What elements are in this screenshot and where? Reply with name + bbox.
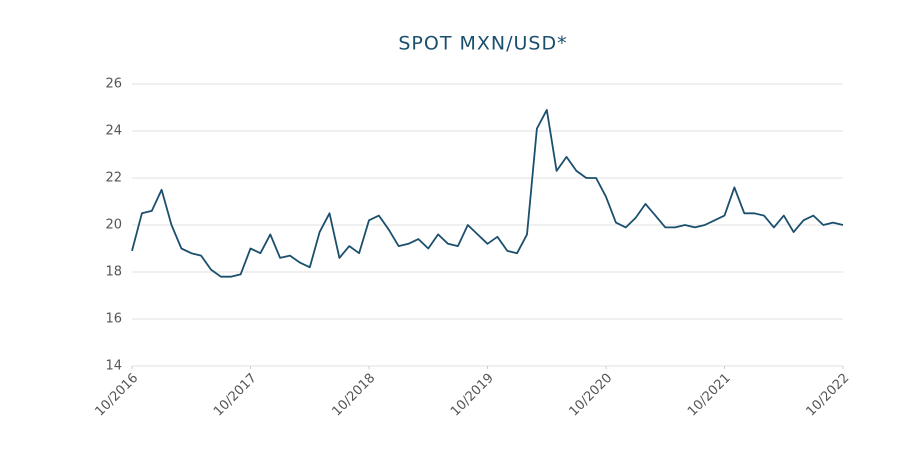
y-tick-label: 22 xyxy=(105,171,122,186)
series-line xyxy=(131,109,844,278)
y-tick-label: 20 xyxy=(105,218,122,233)
y-tick-label: 24 xyxy=(105,124,122,139)
y-tick-label: 26 xyxy=(105,77,122,92)
x-tick-label: 10/2022 xyxy=(804,371,853,420)
x-tick-label: 10/2020 xyxy=(567,371,616,420)
x-tick-label: 10/2021 xyxy=(685,371,734,420)
x-tick-label: 10/2016 xyxy=(93,371,142,420)
y-tick-label: 16 xyxy=(105,312,122,327)
chart-title: SPOT MXN/USD* xyxy=(398,33,567,55)
y-tick-label: 18 xyxy=(105,265,122,280)
x-tick-label: 10/2018 xyxy=(330,371,379,420)
x-tick-label: 10/2019 xyxy=(448,371,497,420)
x-tick-label: 10/2017 xyxy=(211,371,260,420)
y-tick-label: 14 xyxy=(105,359,122,374)
